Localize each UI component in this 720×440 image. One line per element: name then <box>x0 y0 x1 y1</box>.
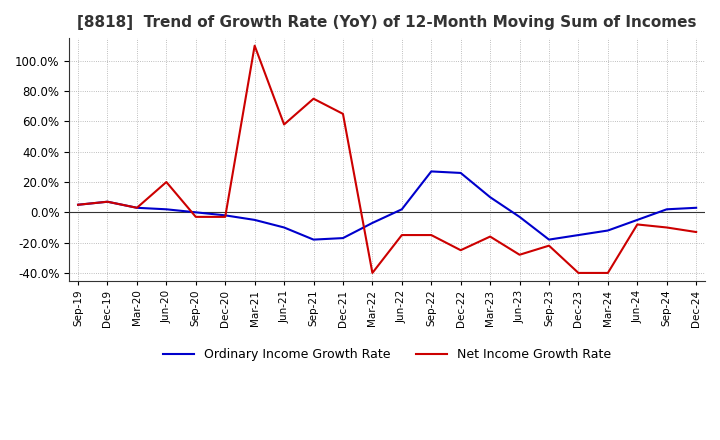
Ordinary Income Growth Rate <box>397 207 406 212</box>
Ordinary Income Growth Rate <box>574 232 582 238</box>
Ordinary Income Growth Rate <box>338 235 347 241</box>
Ordinary Income Growth Rate <box>251 217 259 223</box>
Net Income Growth Rate <box>544 243 553 248</box>
Net Income Growth Rate <box>309 96 318 101</box>
Ordinary Income Growth Rate <box>368 220 377 226</box>
Net Income Growth Rate <box>574 270 582 275</box>
Net Income Growth Rate <box>603 270 612 275</box>
Net Income Growth Rate <box>103 199 112 204</box>
Legend: Ordinary Income Growth Rate, Net Income Growth Rate: Ordinary Income Growth Rate, Net Income … <box>158 343 616 367</box>
Line: Net Income Growth Rate: Net Income Growth Rate <box>78 46 696 273</box>
Ordinary Income Growth Rate <box>633 217 642 223</box>
Net Income Growth Rate <box>486 234 495 239</box>
Ordinary Income Growth Rate <box>192 210 200 215</box>
Net Income Growth Rate <box>221 214 230 220</box>
Net Income Growth Rate <box>397 232 406 238</box>
Ordinary Income Growth Rate <box>221 213 230 218</box>
Net Income Growth Rate <box>662 225 671 230</box>
Net Income Growth Rate <box>516 252 524 257</box>
Ordinary Income Growth Rate <box>544 237 553 242</box>
Net Income Growth Rate <box>162 180 171 185</box>
Net Income Growth Rate <box>132 205 141 210</box>
Net Income Growth Rate <box>456 248 465 253</box>
Net Income Growth Rate <box>692 229 701 235</box>
Ordinary Income Growth Rate <box>280 225 289 230</box>
Title: [8818]  Trend of Growth Rate (YoY) of 12-Month Moving Sum of Incomes: [8818] Trend of Growth Rate (YoY) of 12-… <box>77 15 697 30</box>
Ordinary Income Growth Rate <box>662 207 671 212</box>
Ordinary Income Growth Rate <box>603 228 612 233</box>
Ordinary Income Growth Rate <box>692 205 701 210</box>
Ordinary Income Growth Rate <box>103 199 112 204</box>
Net Income Growth Rate <box>633 222 642 227</box>
Net Income Growth Rate <box>192 214 200 220</box>
Net Income Growth Rate <box>338 111 347 117</box>
Net Income Growth Rate <box>427 232 436 238</box>
Ordinary Income Growth Rate <box>162 207 171 212</box>
Net Income Growth Rate <box>368 270 377 275</box>
Ordinary Income Growth Rate <box>132 205 141 210</box>
Net Income Growth Rate <box>73 202 82 207</box>
Net Income Growth Rate <box>251 43 259 48</box>
Ordinary Income Growth Rate <box>486 194 495 200</box>
Ordinary Income Growth Rate <box>456 170 465 176</box>
Ordinary Income Growth Rate <box>309 237 318 242</box>
Net Income Growth Rate <box>280 122 289 127</box>
Ordinary Income Growth Rate <box>516 214 524 220</box>
Ordinary Income Growth Rate <box>73 202 82 207</box>
Ordinary Income Growth Rate <box>427 169 436 174</box>
Line: Ordinary Income Growth Rate: Ordinary Income Growth Rate <box>78 172 696 240</box>
